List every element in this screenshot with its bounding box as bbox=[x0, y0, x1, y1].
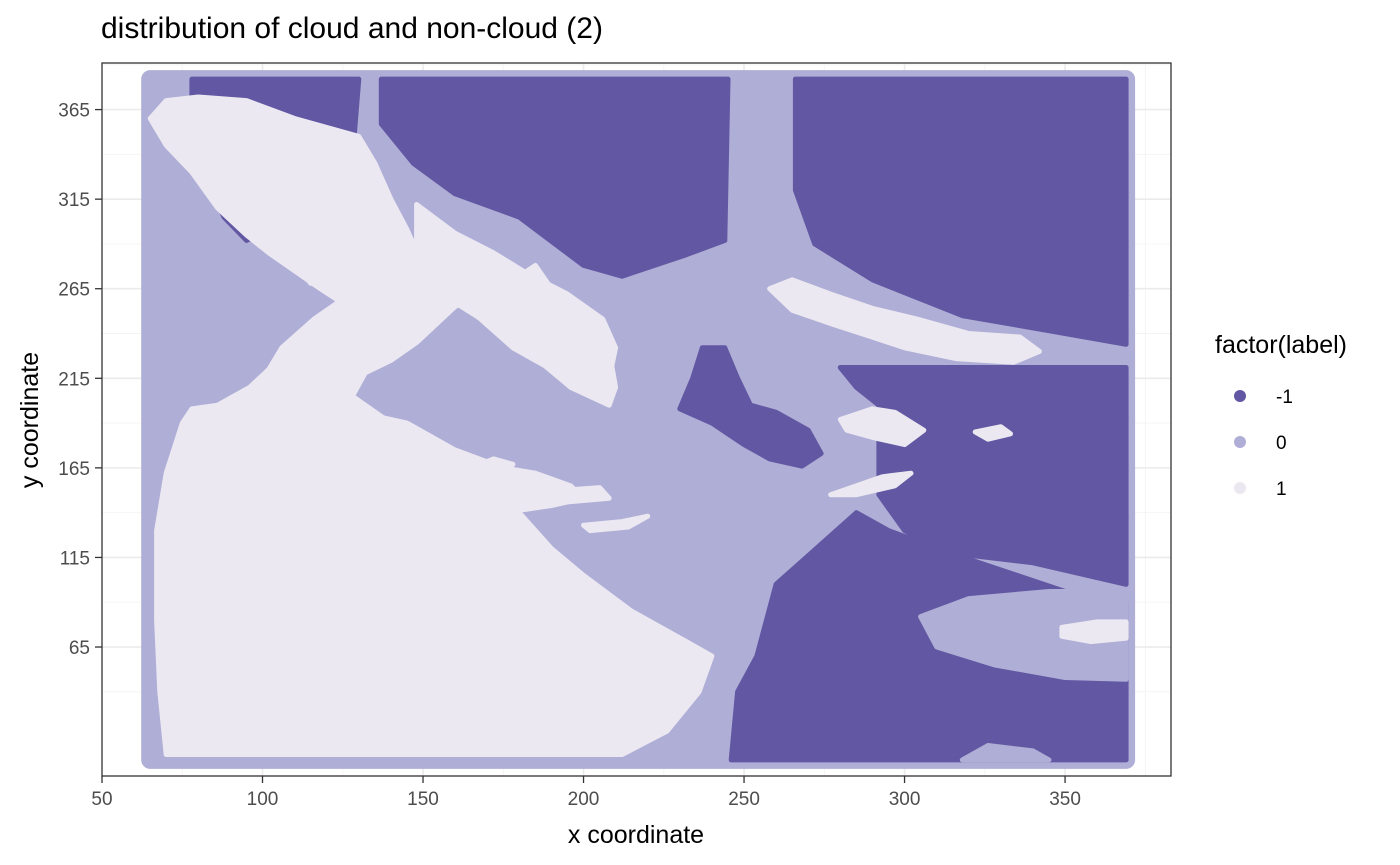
region-label-1 bbox=[828, 470, 914, 498]
region-label-1 bbox=[1059, 619, 1129, 645]
legend-title: factor(label) bbox=[1215, 331, 1347, 359]
legend-label: 0 bbox=[1276, 433, 1287, 454]
x-tick-label: 350 bbox=[1049, 789, 1081, 810]
x-tick-label: 300 bbox=[889, 789, 921, 810]
y-axis-title: y coordinate bbox=[16, 352, 44, 488]
y-axis: 65 115 165 215 265 315 365 bbox=[58, 101, 102, 659]
y-tick-label: 115 bbox=[60, 548, 90, 569]
y-tick-label: 265 bbox=[58, 280, 90, 301]
chart-title: distribution of cloud and non-cloud (2) bbox=[101, 12, 603, 45]
y-tick-label: 215 bbox=[58, 369, 90, 390]
legend: factor(label) -1 0 1 bbox=[1215, 331, 1347, 500]
x-axis: 50 100 150 200 250 300 350 bbox=[91, 776, 1081, 810]
legend-label: 1 bbox=[1276, 479, 1287, 500]
region-label-1 bbox=[147, 94, 715, 757]
region-label-1 bbox=[468, 456, 516, 480]
region-label--1 bbox=[792, 76, 1129, 347]
x-tick-label: 100 bbox=[247, 789, 279, 810]
data-points-layer bbox=[141, 70, 1136, 769]
region-label-1 bbox=[272, 223, 330, 286]
region-label--1 bbox=[378, 76, 731, 279]
y-tick-label: 65 bbox=[69, 638, 90, 659]
region-label-0 bbox=[918, 589, 1129, 682]
region-label-0 bbox=[959, 743, 1052, 763]
y-tick-label: 165 bbox=[58, 459, 90, 480]
y-tick-label: 315 bbox=[58, 190, 90, 211]
legend-key-0 bbox=[1234, 436, 1246, 448]
region-label-1 bbox=[548, 485, 612, 505]
region-label-1 bbox=[767, 277, 1042, 365]
legend-label: -1 bbox=[1276, 387, 1293, 408]
region-label-1 bbox=[330, 232, 365, 279]
x-tick-label: 200 bbox=[568, 789, 600, 810]
x-tick-label: 150 bbox=[407, 789, 439, 810]
x-tick-label: 250 bbox=[728, 789, 760, 810]
legend-key--1 bbox=[1234, 390, 1246, 402]
y-tick-label: 365 bbox=[58, 101, 90, 122]
x-tick-label: 50 bbox=[91, 789, 112, 810]
legend-key-1 bbox=[1234, 482, 1246, 494]
region-label-1 bbox=[581, 513, 651, 534]
region-label--1 bbox=[677, 345, 824, 469]
plot-panel-border bbox=[101, 62, 1172, 777]
region-label-1 bbox=[972, 424, 1013, 442]
region-label-1 bbox=[837, 406, 927, 448]
region-label-1 bbox=[414, 202, 619, 383]
x-axis-title: x coordinate bbox=[568, 821, 704, 849]
